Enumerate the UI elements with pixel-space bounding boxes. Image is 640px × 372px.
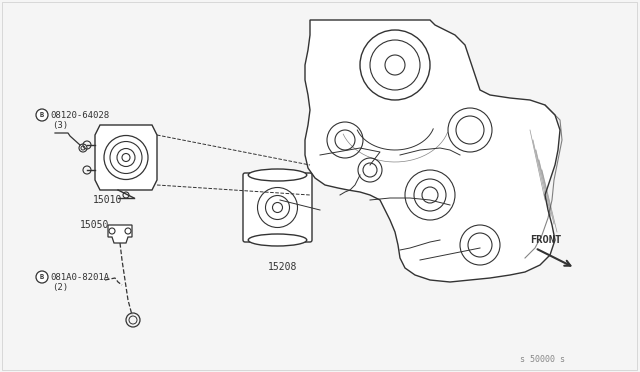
Text: 15050: 15050 xyxy=(80,220,109,230)
FancyBboxPatch shape xyxy=(243,173,312,242)
Ellipse shape xyxy=(248,169,307,181)
Circle shape xyxy=(36,109,48,121)
Text: (3): (3) xyxy=(52,121,68,130)
Text: 15010: 15010 xyxy=(93,195,122,205)
Text: 15208: 15208 xyxy=(268,262,297,272)
Text: B: B xyxy=(40,274,44,280)
Text: FRONT: FRONT xyxy=(530,235,561,245)
Text: 081A0-8201A: 081A0-8201A xyxy=(50,273,109,282)
Polygon shape xyxy=(305,20,560,282)
Text: (2): (2) xyxy=(52,283,68,292)
Circle shape xyxy=(36,271,48,283)
Text: B: B xyxy=(40,112,44,118)
Polygon shape xyxy=(95,125,157,190)
Text: 08120-64028: 08120-64028 xyxy=(50,111,109,120)
Text: s 50000 s: s 50000 s xyxy=(520,355,565,364)
Polygon shape xyxy=(108,225,132,243)
Ellipse shape xyxy=(248,234,307,246)
